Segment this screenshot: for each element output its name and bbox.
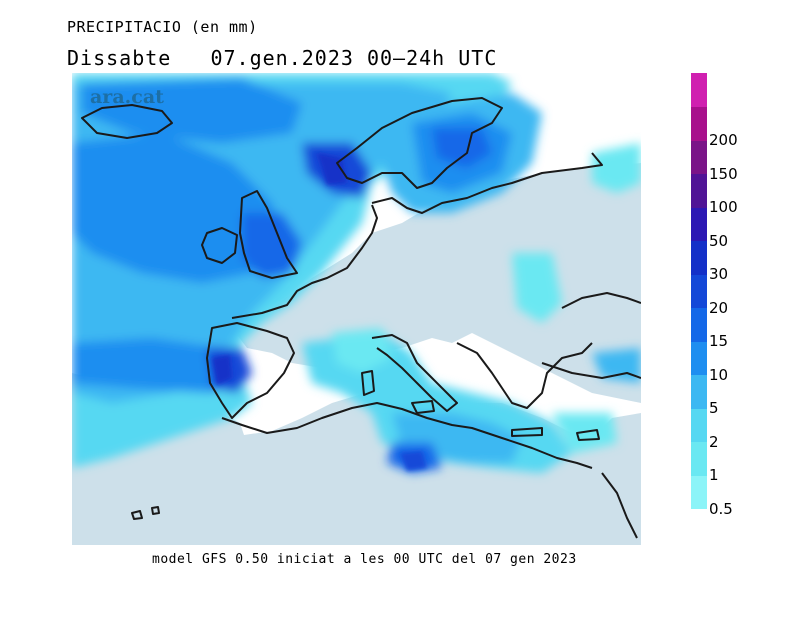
legend-label: 15 xyxy=(709,332,729,351)
legend: 0.5 1 2 5 10 15 20 30 50 100 150 200 xyxy=(691,73,738,518)
legend-swatch xyxy=(691,374,707,409)
precip-iberia-band xyxy=(72,338,242,393)
precip-atlantic-strong xyxy=(72,133,282,283)
legend-label: 0.5 xyxy=(709,500,733,518)
precipitation-map xyxy=(72,73,641,545)
legend-label: 2 xyxy=(709,432,719,451)
cyprus-coast xyxy=(576,429,600,441)
balkans-coast xyxy=(456,342,593,409)
legend-label: 100 xyxy=(709,198,738,217)
precip-fields xyxy=(72,73,641,473)
precip-baltic-core xyxy=(432,128,492,168)
precip-balkans-light xyxy=(512,253,562,323)
precip-portugal-peak xyxy=(212,355,232,385)
legend-label: 30 xyxy=(709,265,729,284)
legend-label: 150 xyxy=(709,164,738,183)
canary-islands-coast xyxy=(131,506,160,520)
legend-label: 50 xyxy=(709,231,729,250)
britain-coast xyxy=(239,190,298,279)
legend-swatch xyxy=(691,73,707,108)
logo[interactable]: ara.cat xyxy=(90,86,164,108)
precip-corsica-patch xyxy=(332,328,392,373)
nile-coast xyxy=(601,472,638,539)
legend-label: 10 xyxy=(709,365,729,384)
precip-cyprus-patch xyxy=(552,413,617,453)
iceland-coast xyxy=(81,104,173,139)
legend-swatch xyxy=(691,173,707,208)
sicily-coast xyxy=(411,400,435,414)
scandinavia-coast xyxy=(336,97,503,189)
sardinia-coast xyxy=(361,370,375,396)
iberia-coast xyxy=(206,322,295,419)
legend-swatch xyxy=(691,408,707,443)
legend-swatch xyxy=(691,106,707,141)
western-europe-coast xyxy=(231,204,378,319)
legend-swatch xyxy=(691,207,707,242)
legend-swatch xyxy=(691,341,707,376)
legend-label: 1 xyxy=(709,466,719,485)
coastlines xyxy=(81,97,641,539)
baltic-coast xyxy=(371,152,603,214)
legend-swatch xyxy=(691,140,707,175)
ireland-coast xyxy=(201,227,238,264)
legend-swatch xyxy=(691,240,707,275)
precip-africa-peak xyxy=(400,451,427,471)
legend-label: 20 xyxy=(709,298,729,317)
precip-black-sea-light xyxy=(592,143,641,193)
chart-title: PRECIPITACIO (en mm) xyxy=(67,18,258,36)
legend-label: 200 xyxy=(709,131,738,150)
legend-swatch xyxy=(691,441,707,476)
model-caption: model GFS 0.50 iniciat a les 00 UTC del … xyxy=(152,552,577,567)
legend-swatch xyxy=(691,274,707,309)
anatolia-coast xyxy=(541,362,641,379)
black-sea-coast xyxy=(561,292,641,309)
legend-swatch xyxy=(691,307,707,342)
map-svg xyxy=(72,73,641,545)
chart-subtitle: Dissabte 07.gen.2023 00—24h UTC xyxy=(67,46,498,70)
north-africa-coast xyxy=(221,402,593,469)
italy-coast xyxy=(371,334,458,412)
legend-label: 5 xyxy=(709,399,719,418)
crete-coast xyxy=(511,427,543,437)
precip-iceland-band xyxy=(82,78,302,143)
precip-britain-core xyxy=(242,213,302,278)
legend-swatch xyxy=(691,475,707,510)
